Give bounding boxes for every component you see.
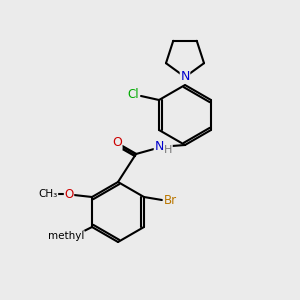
Text: methyl: methyl xyxy=(48,231,84,241)
Text: Br: Br xyxy=(164,194,176,206)
Text: O: O xyxy=(64,188,74,200)
Text: O: O xyxy=(112,136,122,149)
Text: CH₃: CH₃ xyxy=(38,189,58,199)
Text: N: N xyxy=(154,140,164,154)
Text: H: H xyxy=(164,145,172,155)
Text: N: N xyxy=(180,70,190,83)
Text: Cl: Cl xyxy=(127,88,139,100)
